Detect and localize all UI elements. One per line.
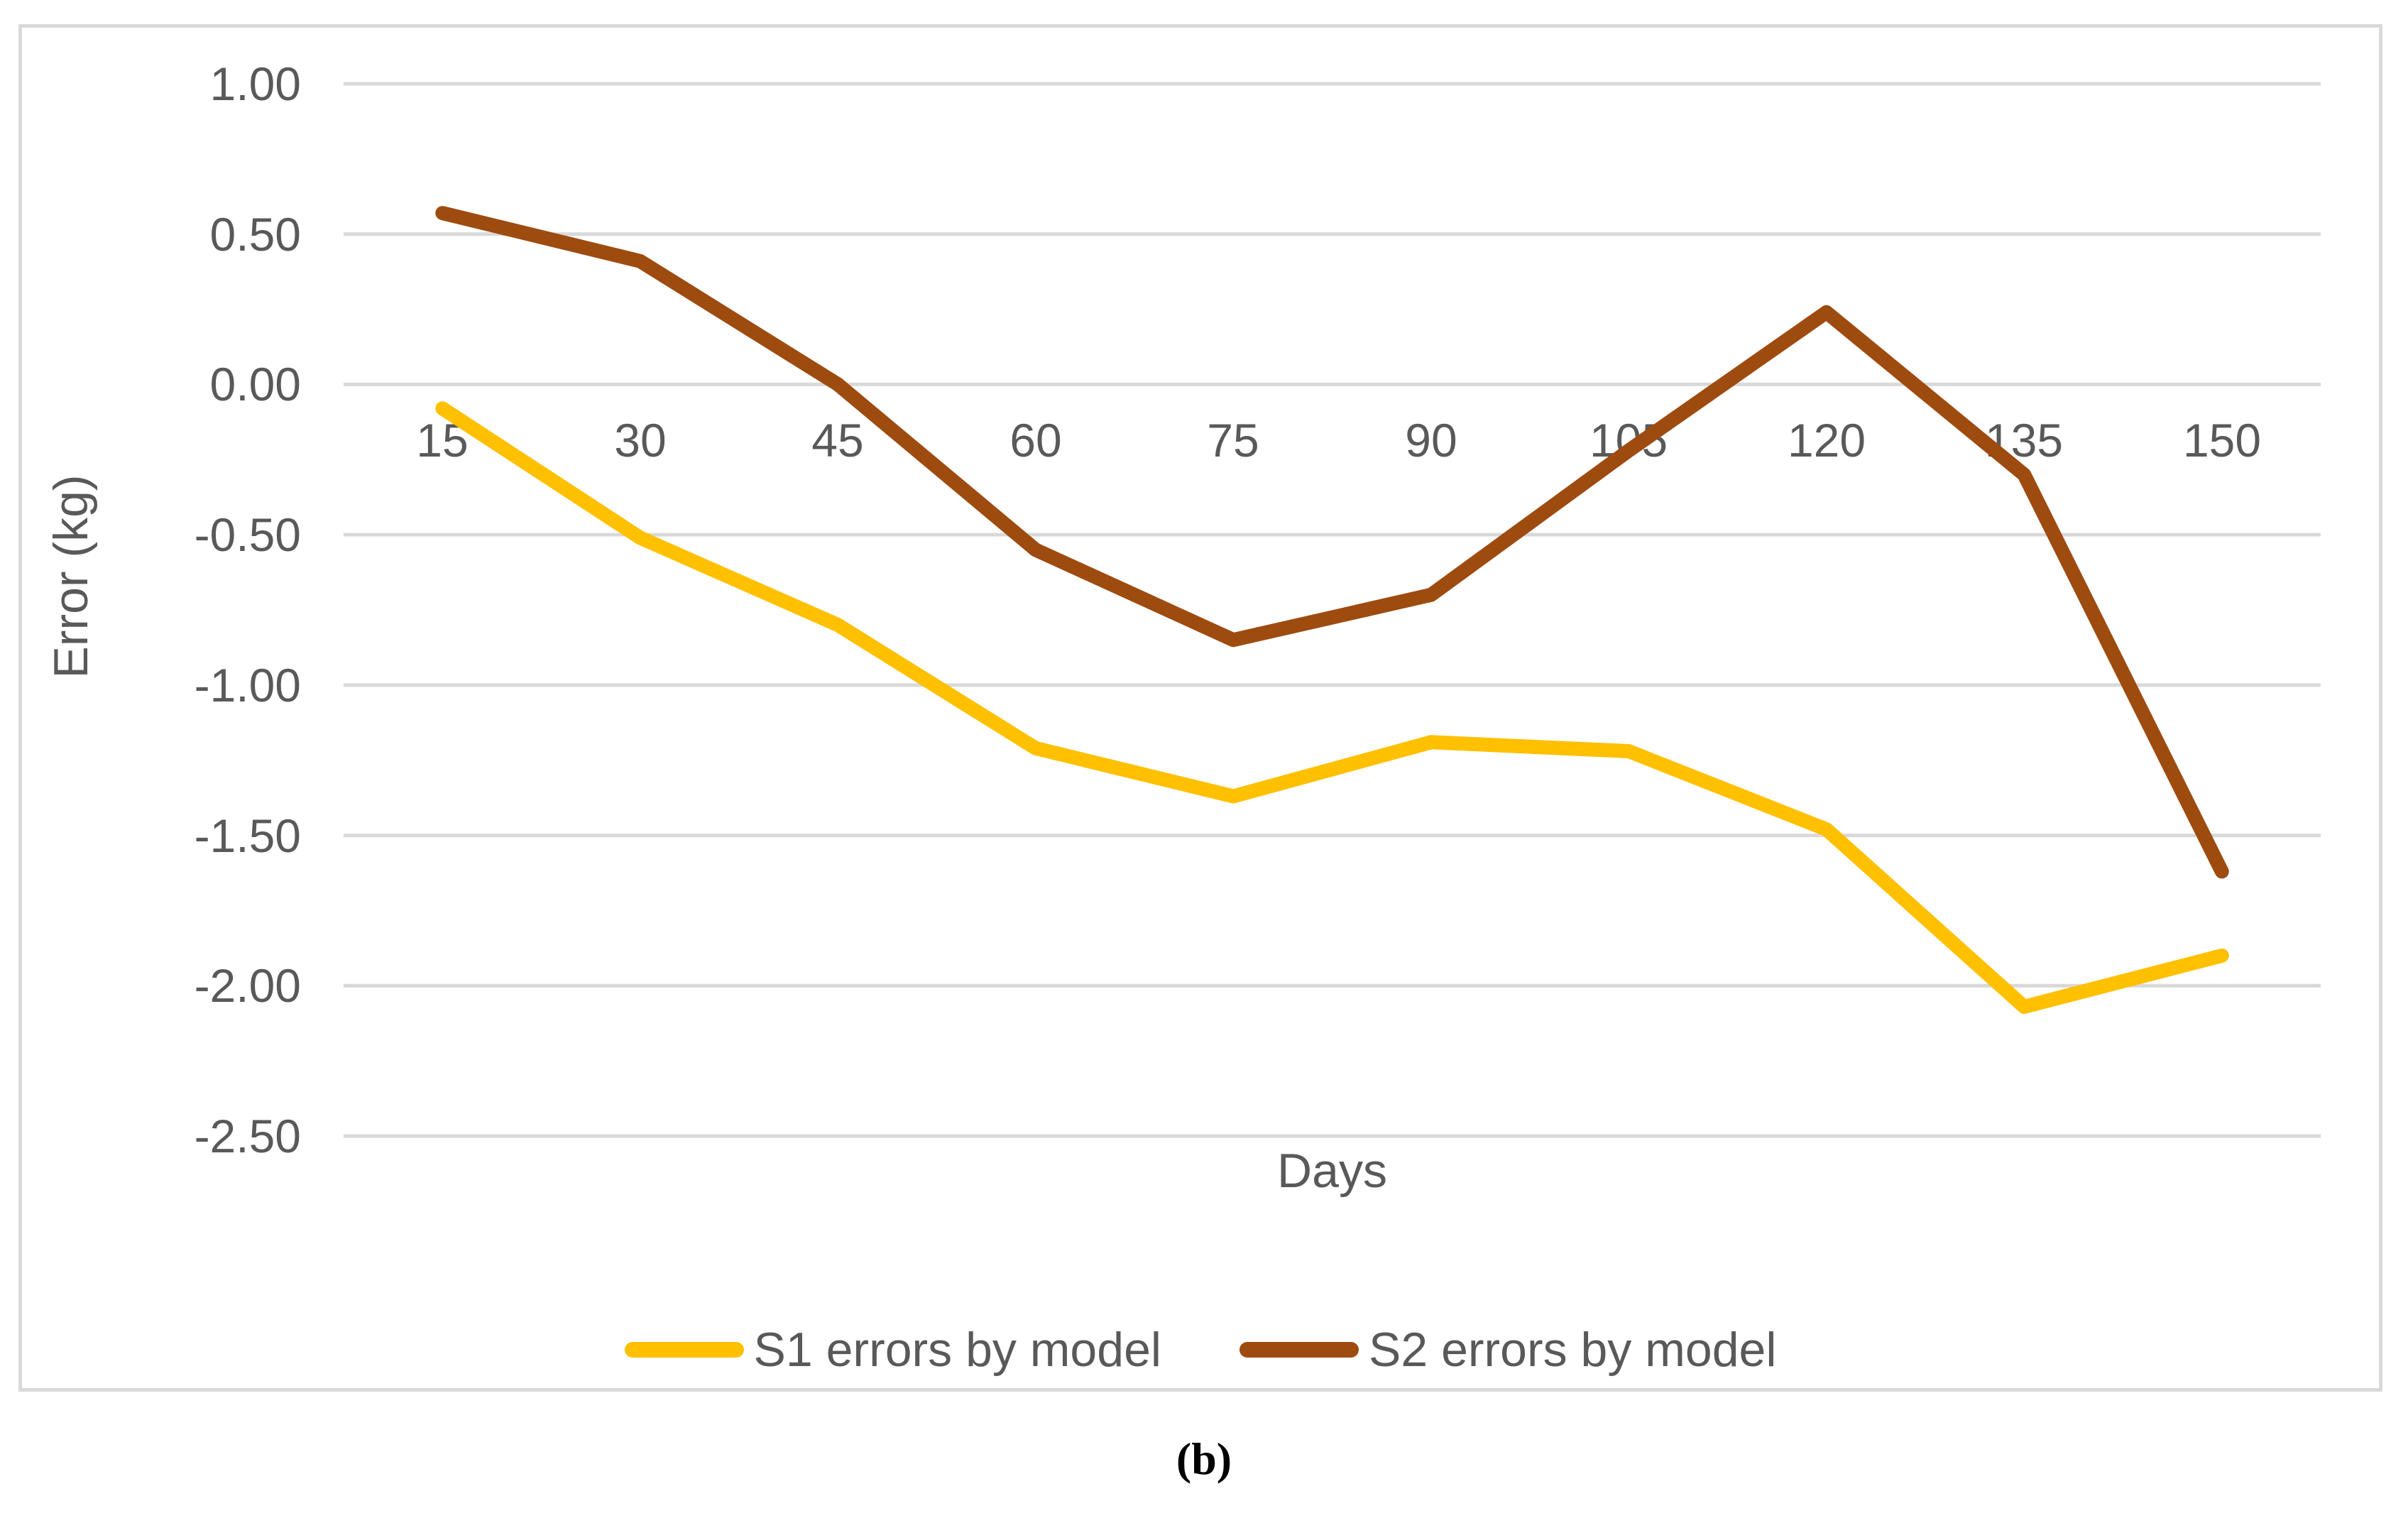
y-tick-label: 0.00 <box>209 358 301 410</box>
legend-swatch-icon <box>1239 1342 1359 1358</box>
legend-label: S1 errors by model <box>753 1323 1161 1377</box>
legend-swatch-icon <box>624 1342 744 1358</box>
y-tick-label: -2.00 <box>194 959 301 1012</box>
x-tick-label: 105 <box>1589 414 1668 466</box>
y-tick-label: 0.50 <box>209 208 301 261</box>
y-tick-label: -1.00 <box>194 659 301 711</box>
y-tick-label: -2.50 <box>194 1110 301 1162</box>
y-tick-label: -1.50 <box>194 809 301 862</box>
x-tick-label: 45 <box>811 414 864 466</box>
chart-legend: S1 errors by model S2 errors by model <box>18 1322 2382 1377</box>
legend-item-s2: S2 errors by model <box>1239 1322 1776 1377</box>
x-tick-label: 30 <box>614 414 667 466</box>
legend-item-s1: S1 errors by model <box>624 1322 1161 1377</box>
x-axis-title: Days <box>1277 1144 1387 1198</box>
legend-label: S2 errors by model <box>1369 1323 1777 1377</box>
x-tick-label: 120 <box>1787 414 1866 466</box>
x-tick-label: 15 <box>416 414 469 466</box>
y-tick-label: 1.00 <box>209 58 301 110</box>
x-tick-label: 150 <box>2182 414 2262 466</box>
figure-caption: (b) <box>1176 1434 1232 1484</box>
x-tick-label: 135 <box>1984 414 2064 466</box>
x-tick-label: 60 <box>1009 414 1062 466</box>
y-tick-label: -0.50 <box>194 508 301 561</box>
x-tick-label: 75 <box>1207 414 1259 466</box>
x-tick-label: 90 <box>1405 414 1457 466</box>
y-axis-title: Error (kg) <box>44 474 98 679</box>
